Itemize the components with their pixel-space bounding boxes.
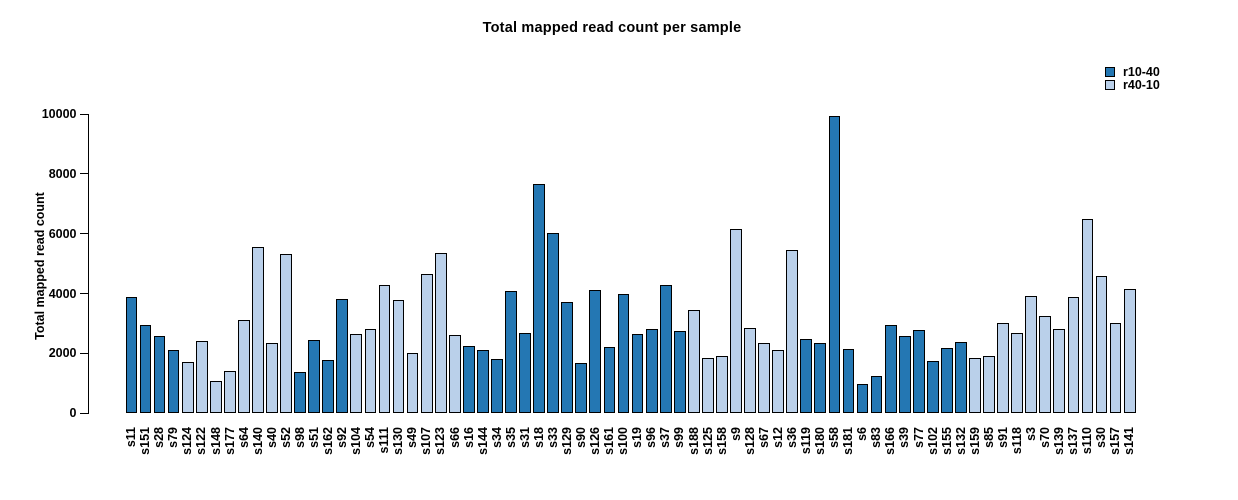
bar-s33: [547, 233, 560, 414]
y-tick-label: 4000: [48, 286, 77, 301]
bar-s100: [617, 293, 630, 414]
bar-s102: [926, 360, 939, 414]
bar-s11: [125, 296, 138, 414]
bar-s67: [758, 342, 770, 414]
bar-s111: [378, 284, 391, 414]
y-tick: [79, 113, 88, 115]
y-tick-label: 8000: [48, 166, 77, 181]
bar-s141: [1123, 289, 1136, 414]
y-axis-line: [87, 114, 89, 415]
y-tick: [79, 173, 88, 175]
bar-s92: [336, 298, 349, 414]
bar-s129: [561, 301, 574, 414]
bar-s51: [308, 340, 321, 414]
bar-s118: [1011, 332, 1024, 414]
bar-s130: [392, 299, 405, 414]
bar-s139: [1053, 328, 1066, 414]
bar-s66: [448, 334, 461, 414]
legend-swatch-r40-10: [1105, 80, 1115, 91]
y-tick-label: 2000: [48, 346, 77, 361]
bar-s128: [744, 328, 756, 414]
bar-s110: [1081, 219, 1094, 414]
bar-s166: [884, 325, 897, 414]
bar-s140: [252, 246, 264, 414]
bar-s31: [519, 333, 531, 414]
bar-s30: [1095, 276, 1108, 414]
bar-s9: [730, 229, 742, 414]
bar-s124: [181, 362, 194, 414]
bar-s91: [997, 322, 1010, 414]
y-tick: [79, 293, 88, 295]
y-tick: [79, 412, 88, 414]
bar-s39: [898, 335, 911, 414]
bar-s96: [645, 328, 658, 414]
bar-s180: [814, 343, 827, 414]
bar-s159: [969, 358, 981, 414]
bar-s104: [350, 333, 363, 414]
bar-s119: [800, 339, 813, 414]
y-tick: [79, 352, 88, 354]
legend-label-r40-10: r40-10: [1123, 78, 1160, 92]
bar-s157: [1109, 322, 1122, 414]
bar-s123: [434, 252, 447, 414]
chart-title: Total mapped read count per sample: [482, 20, 742, 36]
bar-s52: [280, 254, 292, 414]
bar-s158: [716, 356, 728, 414]
legend-label-r10-40: r10-40: [1123, 64, 1160, 79]
bar-s58: [828, 116, 841, 414]
bar-s77: [912, 330, 925, 414]
bar-s36: [786, 249, 799, 414]
bar-s181: [842, 349, 855, 414]
legend: r10-40 r40-10: [1105, 65, 1160, 92]
legend-item-r40-10: r40-10: [1105, 79, 1160, 93]
bar-s98: [294, 372, 307, 414]
bar-s162: [322, 359, 335, 414]
bar-s49: [406, 353, 419, 414]
bar-s54: [364, 329, 377, 414]
bar-s137: [1067, 296, 1080, 414]
y-tick-label: 0: [69, 406, 77, 421]
bar-s6: [856, 383, 869, 414]
bar-s132: [955, 341, 967, 414]
bar-s177: [223, 370, 236, 414]
bar-s122: [195, 341, 208, 414]
bar-s85: [983, 355, 995, 414]
bar-s64: [237, 319, 250, 414]
bar-s151: [139, 324, 152, 414]
bar-s148: [209, 380, 222, 414]
bar-s125: [701, 358, 714, 414]
bar-s188: [687, 310, 700, 414]
legend-swatch-r10-40: [1105, 66, 1115, 77]
bar-s12: [772, 350, 785, 414]
y-tick-label: 6000: [48, 226, 77, 241]
y-tick-label: 10000: [41, 107, 77, 121]
bar-s3: [1025, 295, 1038, 414]
bar-s40: [266, 343, 278, 414]
bar-s99: [673, 330, 686, 414]
bar-s83: [870, 375, 883, 414]
bar-s37: [659, 285, 672, 414]
bar-s18: [533, 184, 546, 414]
y-tick: [79, 233, 88, 235]
bar-s70: [1039, 316, 1052, 414]
bar-s28: [153, 336, 166, 414]
bar-s144: [477, 350, 489, 414]
bar-s90: [575, 362, 588, 414]
bar-s35: [505, 291, 517, 414]
legend-item-r10-40: r10-40: [1105, 65, 1160, 79]
bar-s161: [603, 346, 616, 414]
bar-s16: [462, 345, 475, 414]
bar-s34: [491, 358, 503, 414]
bar-s126: [589, 290, 602, 414]
bar-s155: [940, 348, 953, 414]
bar-s79: [167, 349, 180, 414]
bar-s19: [631, 334, 644, 414]
bar-s107: [420, 274, 433, 414]
